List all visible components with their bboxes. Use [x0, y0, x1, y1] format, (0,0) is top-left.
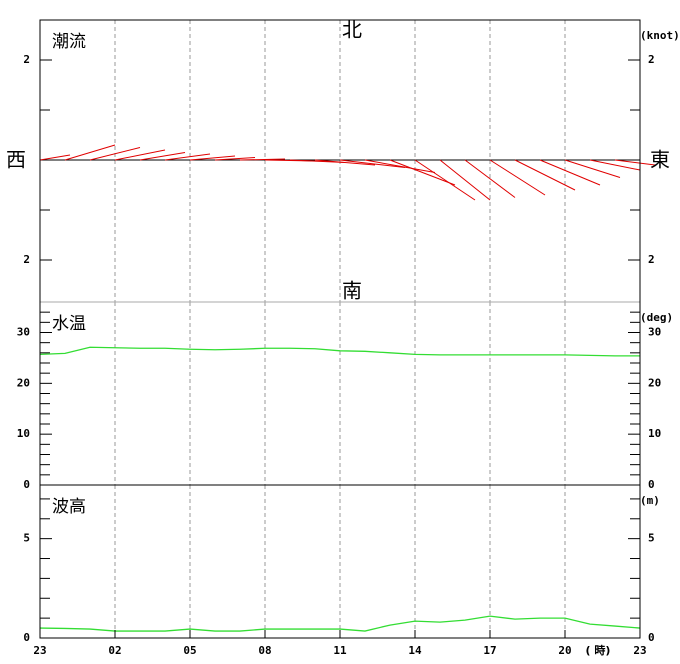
current-stick [164, 153, 211, 161]
current-stick [439, 159, 491, 201]
y-tick-label: 2 [648, 53, 655, 66]
current-stick [189, 155, 236, 161]
current-stick [239, 158, 286, 161]
y-tick-label: 10 [17, 427, 30, 440]
y-tick-label: 30 [17, 326, 30, 339]
x-tick-label: 23 [633, 644, 646, 657]
y-tick-label: 0 [648, 478, 655, 491]
current-stick [564, 159, 621, 178]
y-tick-label: 20 [17, 376, 30, 389]
compass-north: 北 [342, 18, 362, 42]
current-stick [514, 159, 576, 191]
y-tick-label: 2 [23, 253, 30, 266]
y-tick-label: 30 [648, 326, 661, 339]
compass-west: 西 [6, 148, 26, 172]
x-axis-label: ( 時) [586, 643, 611, 657]
compass-south: 南 [342, 279, 362, 303]
y-tick-label: 10 [648, 427, 661, 440]
current-stick [389, 159, 456, 186]
current-stick [614, 159, 656, 166]
current-stick [364, 159, 436, 173]
y-tick-label: 20 [648, 376, 661, 389]
current-stick [489, 159, 546, 196]
x-tick-label: 08 [258, 644, 271, 657]
x-tick-label: 11 [333, 644, 347, 657]
unit-label: (deg) [640, 311, 673, 324]
y-tick-label: 2 [648, 253, 655, 266]
x-tick-label: 02 [108, 644, 121, 657]
current-stick [64, 144, 116, 161]
panel-title: 水温 [52, 314, 86, 334]
unit-label: (knot) [640, 29, 680, 42]
current-stick [414, 159, 476, 201]
y-tick-label: 0 [23, 631, 30, 644]
current-stick [114, 149, 166, 161]
panel-title: 潮流 [52, 32, 86, 52]
current-stick [539, 159, 601, 186]
plot-frame [39, 19, 641, 639]
current-stick [214, 157, 256, 161]
y-tick-label: 0 [23, 478, 30, 491]
x-tick-label: 14 [408, 644, 422, 657]
current-stick [139, 152, 186, 161]
x-tick-label: 05 [183, 644, 196, 657]
data-line [39, 346, 640, 357]
current-stick [464, 159, 516, 198]
x-tick-label: 20 [558, 644, 571, 657]
data-line [39, 615, 641, 632]
current-stick [589, 159, 641, 171]
current-stick [339, 159, 406, 168]
y-tick-label: 0 [648, 631, 655, 644]
current-stick [39, 154, 71, 161]
unit-label: (m) [640, 494, 660, 507]
y-tick-label: 5 [648, 532, 655, 545]
compass-east: 東 [650, 148, 670, 172]
current-stick [314, 159, 376, 166]
x-tick-label: 23 [33, 644, 46, 657]
current-stick [89, 147, 141, 161]
x-tick-label: 17 [483, 644, 496, 657]
panel-title: 波高 [52, 497, 86, 517]
y-tick-label: 2 [23, 53, 30, 66]
y-tick-label: 5 [23, 532, 30, 545]
